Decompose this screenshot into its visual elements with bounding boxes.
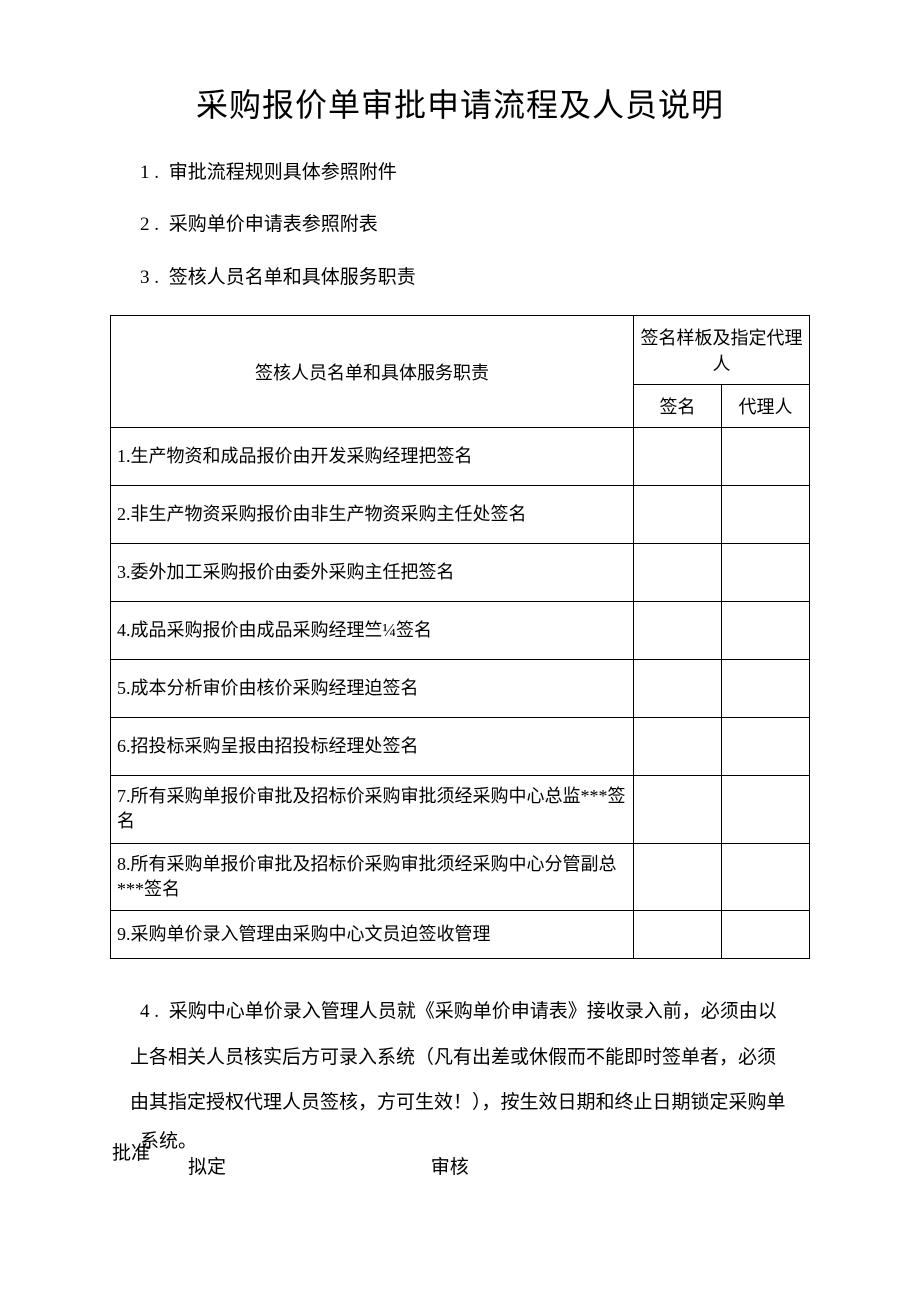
list-num-4: 4 . [140, 989, 164, 1035]
table-row: 6.招投标采购呈报由招投标经理处签名 [111, 718, 810, 776]
role-cell: 5.成本分析审价由核价采购经理迫签名 [111, 660, 634, 718]
list-num-1: 1 . [140, 158, 164, 188]
role-cell: 3.委外加工采购报价由委外采购主任把签名 [111, 544, 634, 602]
role-cell: 1.生产物资和成品报价由开发采购经理把签名 [111, 428, 634, 486]
page-title: 采购报价单审批申请流程及人员说明 [110, 80, 810, 126]
sign-cell [634, 544, 722, 602]
list-item-4-line1: 4 . 采购中心单价录入管理人员就《采购单价申请表》接收录入前，必须由以 [110, 989, 810, 1035]
sign-cell [634, 776, 722, 843]
agent-cell [722, 843, 810, 910]
agent-cell [722, 428, 810, 486]
sign-cell [634, 602, 722, 660]
list-num-3: 3 . [140, 263, 164, 293]
footer-labels: 拟定 审核 [188, 1152, 469, 1179]
header-agent: 代理人 [722, 385, 810, 428]
table-row: 1.生产物资和成品报价由开发采购经理把签名 [111, 428, 810, 486]
table-header-row-1: 签核人员名单和具体服务职责 签名样板及指定代理人 [111, 316, 810, 385]
table-row: 3.委外加工采购报价由委外采购主任把签名 [111, 544, 810, 602]
list-num-2: 2 . [140, 210, 164, 240]
footer-signature-block: 批准 系统。 拟定 审核 [110, 1126, 810, 1186]
list-text-4-l1: 采购中心单价录入管理人员就《采购单价申请表》接收录入前，必须由以 [169, 1001, 777, 1022]
agent-cell [722, 910, 810, 958]
role-cell: 7.所有采购单报价审批及招标价采购审批须经采购中心总监***签名 [111, 776, 634, 843]
agent-cell [722, 602, 810, 660]
header-role: 签核人员名单和具体服务职责 [111, 316, 634, 428]
role-cell: 8.所有采购单报价审批及招标价采购审批须经采购中心分管副总***签名 [111, 843, 634, 910]
sign-cell [634, 718, 722, 776]
sign-cell [634, 486, 722, 544]
list-item-2: 2 . 采购单价申请表参照附表 [110, 210, 810, 240]
agent-cell [722, 486, 810, 544]
role-cell: 9.采购单价录入管理由采购中心文员迫签收管理 [111, 910, 634, 958]
role-cell: 4.成品采购报价由成品采购经理竺¼签名 [111, 602, 634, 660]
list-item-4-line3: 由其指定授权代理人员签核，方可生效！），按生效日期和终止日期锁定采购单 [110, 1080, 810, 1126]
footer-review-label: 审核 [431, 1152, 469, 1179]
agent-cell [722, 544, 810, 602]
agent-cell [722, 660, 810, 718]
list-text-2: 采购单价申请表参照附表 [169, 214, 378, 235]
table-row: 4.成品采购报价由成品采购经理竺¼签名 [111, 602, 810, 660]
sign-cell [634, 910, 722, 958]
list-item-1: 1 . 审批流程规则具体参照附件 [110, 158, 810, 188]
list-text-3: 签核人员名单和具体服务职责 [169, 267, 416, 288]
sign-cell [634, 428, 722, 486]
role-cell: 2.非生产物资采购报价由非生产物资采购主任处签名 [111, 486, 634, 544]
sign-cell [634, 660, 722, 718]
agent-cell [722, 776, 810, 843]
table-row: 9.采购单价录入管理由采购中心文员迫签收管理 [111, 910, 810, 958]
role-cell: 6.招投标采购呈报由招投标经理处签名 [111, 718, 634, 776]
signature-table: 签核人员名单和具体服务职责 签名样板及指定代理人 签名 代理人 1.生产物资和成… [110, 315, 810, 959]
table-row: 5.成本分析审价由核价采购经理迫签名 [111, 660, 810, 718]
header-sign: 签名 [634, 385, 722, 428]
agent-cell [722, 718, 810, 776]
list-text-1: 审批流程规则具体参照附件 [169, 162, 397, 183]
table-row: 2.非生产物资采购报价由非生产物资采购主任处签名 [111, 486, 810, 544]
sign-cell [634, 843, 722, 910]
table-row: 7.所有采购单报价审批及招标价采购审批须经采购中心总监***签名 [111, 776, 810, 843]
footer-system-text: 系统。 [140, 1126, 197, 1153]
header-sign-agent: 签名样板及指定代理人 [634, 316, 810, 385]
footer-draft-label: 拟定 [188, 1157, 226, 1178]
list-item-4-line2: 上各相关人员核实后方可录入系统（凡有出差或休假而不能即时签单者，必须 [110, 1035, 810, 1081]
list-item-3: 3 . 签核人员名单和具体服务职责 [110, 263, 810, 293]
table-row: 8.所有采购单报价审批及招标价采购审批须经采购中心分管副总***签名 [111, 843, 810, 910]
